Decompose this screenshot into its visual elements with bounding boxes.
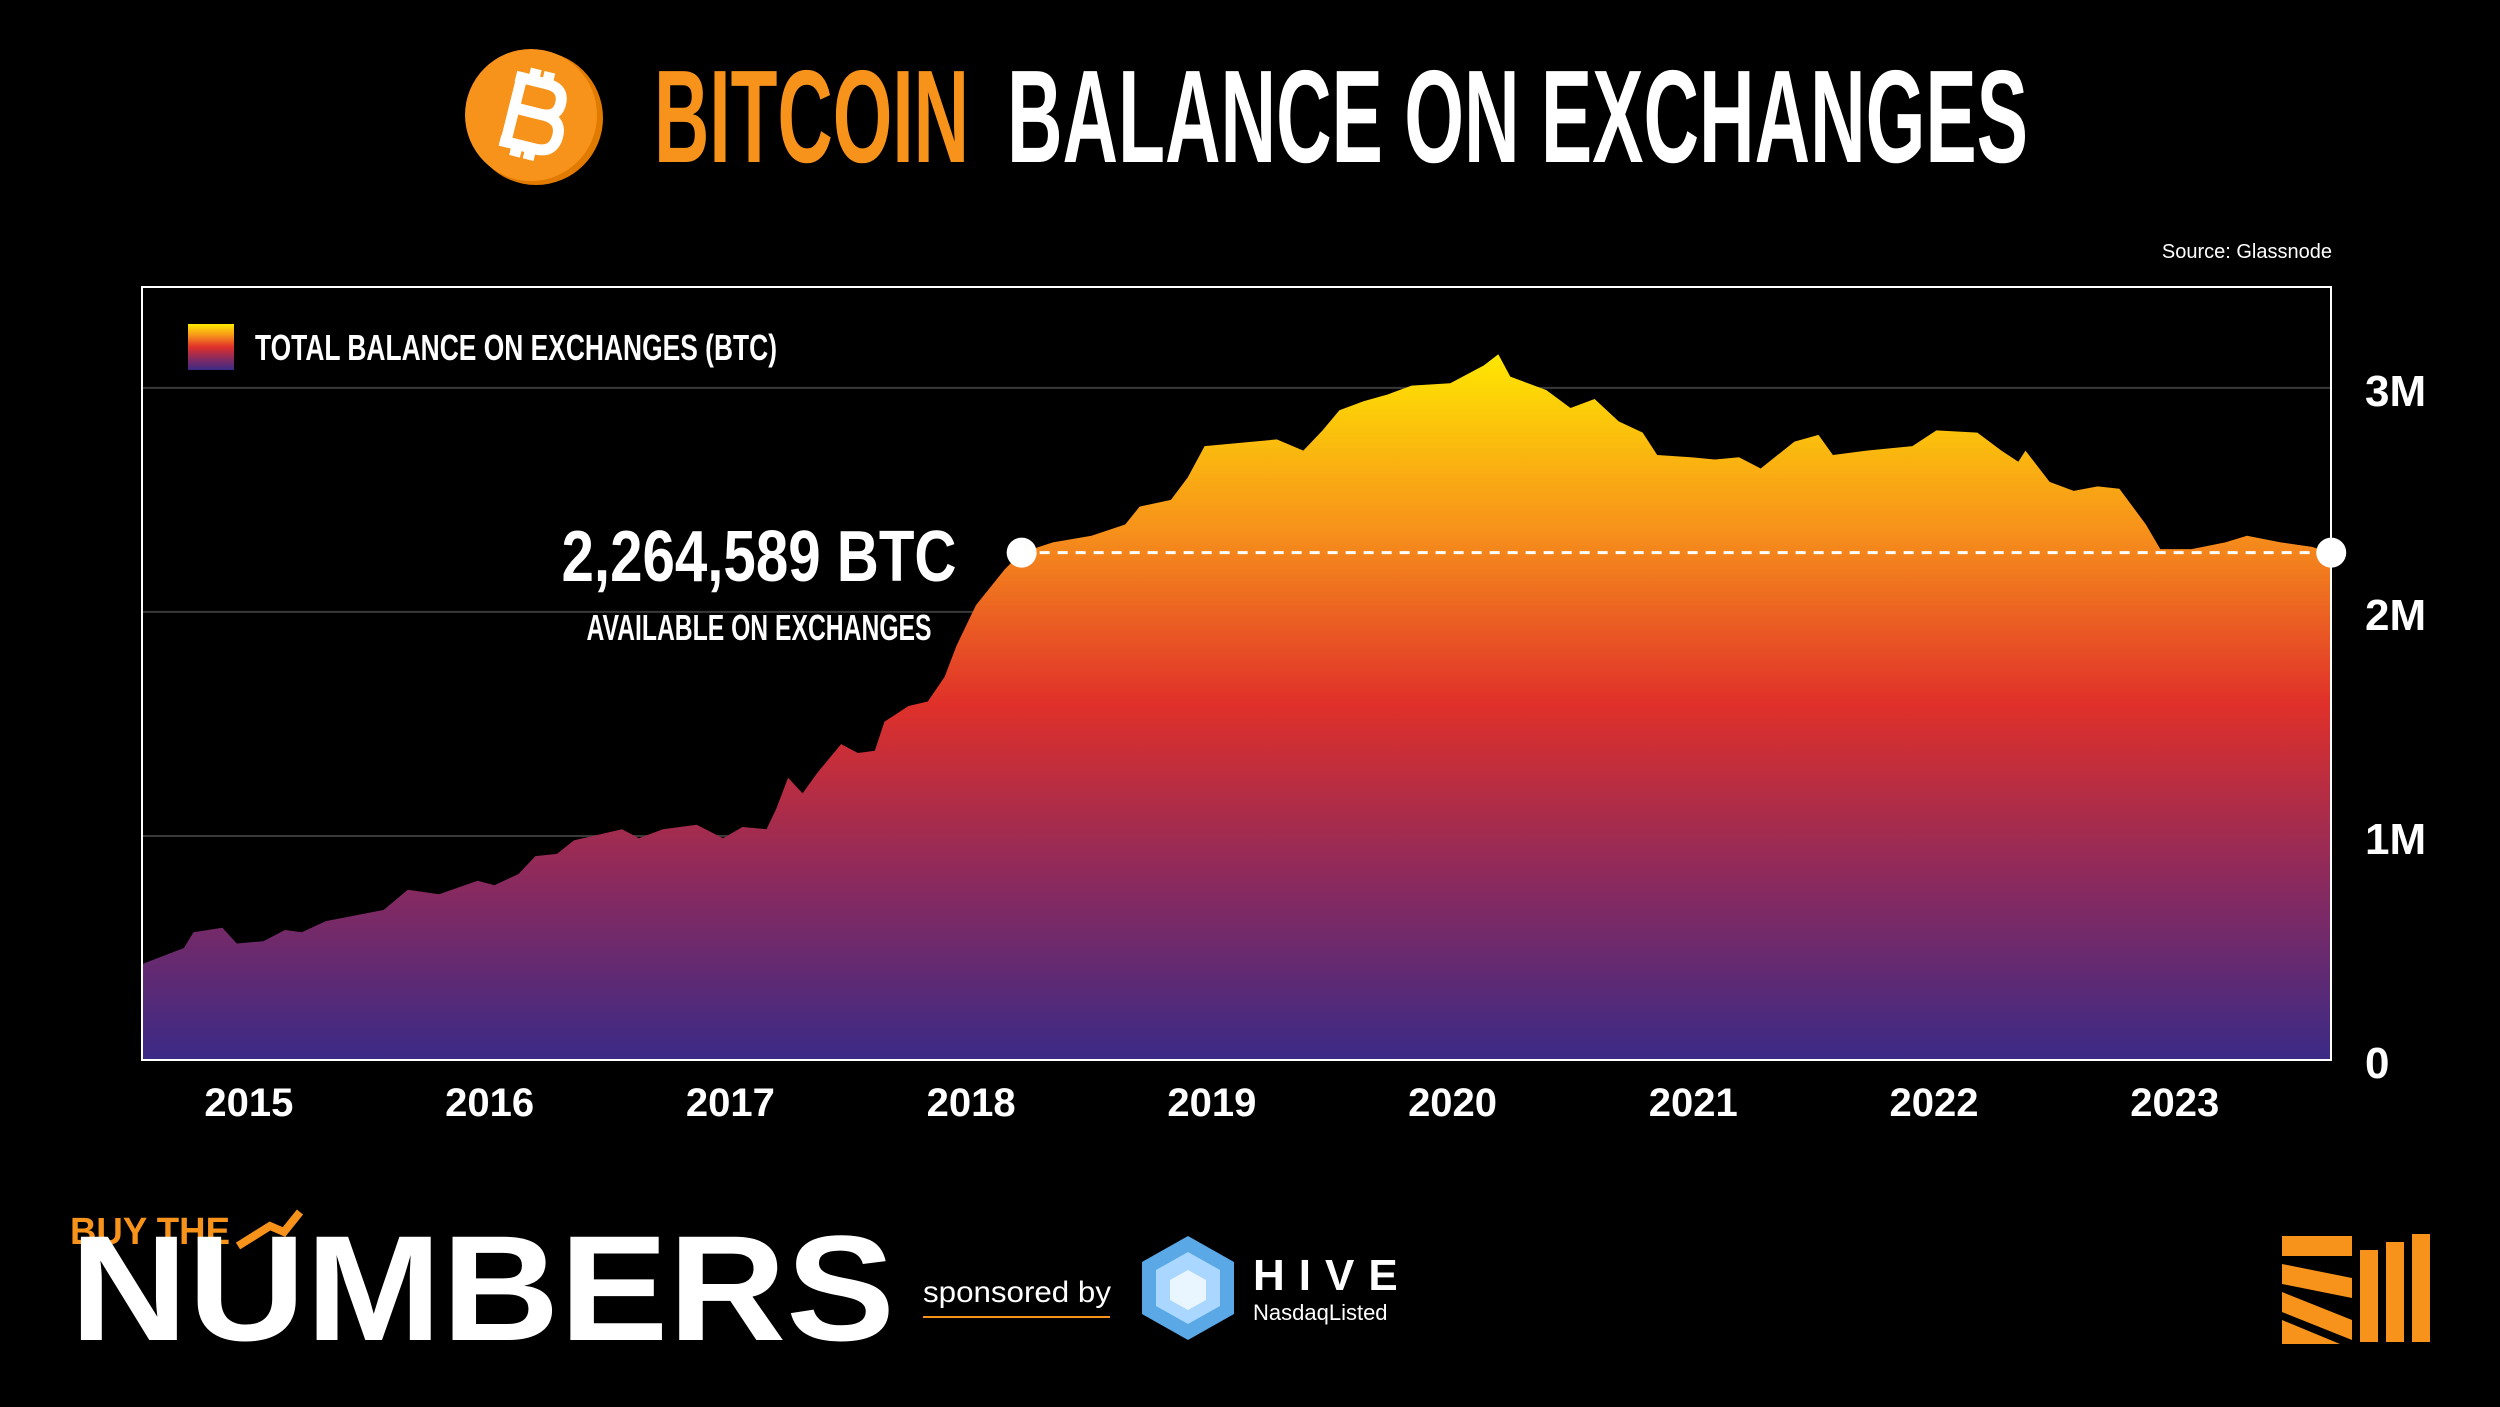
hive-logo: [1142, 1236, 1234, 1340]
y-tick-label: 0: [2365, 1039, 2389, 1088]
x-tick-label: 2023: [2130, 1081, 2219, 1125]
x-tick-label: 2016: [445, 1081, 534, 1125]
area: [142, 354, 2332, 1060]
partner-name: HIVE: [1253, 1251, 1412, 1300]
x-tick-label: 2021: [1649, 1081, 1738, 1125]
x-tick-label: 2015: [204, 1081, 293, 1125]
x-tick-label: 2022: [1890, 1081, 1979, 1125]
x-tick-label: 2018: [927, 1081, 1016, 1125]
x-tick-label: 2017: [686, 1081, 775, 1125]
brand-arrow: [235, 1209, 304, 1250]
partner-sub: NasdaqListed: [1253, 1300, 1388, 1325]
source: Source: Glassnode: [2162, 241, 2332, 263]
annotation-sub: AVAILABLE ON EXCHANGES: [587, 607, 932, 648]
annotation-value: 2,264,589 BTC: [562, 517, 957, 597]
plot-frame: [141, 286, 2332, 1061]
brand-main: NUMBERS: [70, 1204, 895, 1372]
legend-label: TOTAL BALANCE ON EXCHANGES (BTC): [255, 327, 777, 368]
title-highlight: BITCOIN: [654, 43, 969, 190]
chart-title: BALANCE ON EXCHANGES: [1007, 43, 2028, 190]
sponsor-text: sponsored by: [923, 1276, 1111, 1309]
x-tick-label: 2020: [1408, 1081, 1497, 1125]
plot: 0 1M 2M 3M 2015 2016 2017 2018 2019 2020 2021 2022 2…: [141, 286, 2426, 1125]
bitcoin-logo: [465, 49, 603, 185]
x-tick-label: 2019: [1167, 1081, 1256, 1125]
corner-logo: [2282, 1234, 2430, 1344]
legend-swatch: [188, 324, 234, 370]
y-tick-label: 1M: [2365, 815, 2426, 864]
reference-dot: [1006, 537, 1037, 568]
y-tick-label: 2M: [2365, 591, 2426, 640]
brand-top: BUY THE: [70, 1211, 230, 1253]
y-tick-label: 3M: [2365, 367, 2426, 416]
reference-dot: [2316, 537, 2347, 568]
